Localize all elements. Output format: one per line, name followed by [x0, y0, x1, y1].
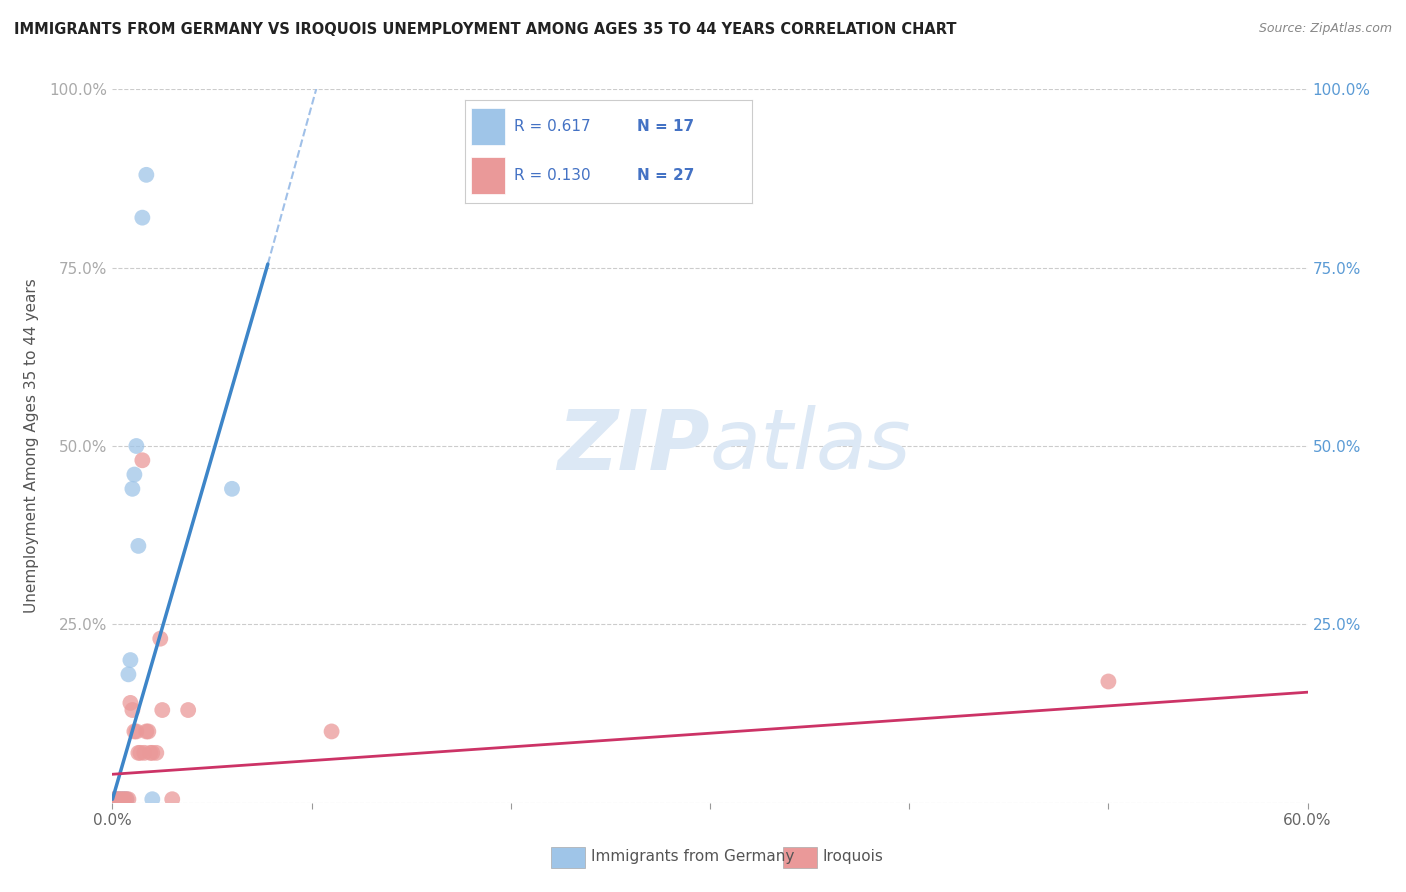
Point [124, 467, 146, 482]
Point [131, 453, 153, 467]
Point [138, 724, 160, 739]
Point [111, 792, 134, 806]
Point [127, 539, 149, 553]
Point [145, 746, 167, 760]
Point [115, 792, 138, 806]
Point [1097, 674, 1119, 689]
Text: ZIP: ZIP [557, 406, 710, 486]
Point [115, 792, 138, 806]
Point [150, 703, 173, 717]
Point [131, 211, 153, 225]
Point [114, 792, 135, 806]
Point [120, 696, 142, 710]
Point [135, 724, 157, 739]
Point [221, 482, 243, 496]
Point [129, 746, 152, 760]
Point [141, 746, 163, 760]
Text: IMMIGRANTS FROM GERMANY VS IROQUOIS UNEMPLOYMENT AMONG AGES 35 TO 44 YEARS CORRE: IMMIGRANTS FROM GERMANY VS IROQUOIS UNEM… [14, 22, 956, 37]
Point [111, 792, 134, 806]
Point [139, 746, 162, 760]
Point [127, 746, 149, 760]
Point [177, 703, 200, 717]
Point [105, 792, 128, 806]
Point [117, 667, 139, 681]
Text: Immigrants from Germany: Immigrants from Germany [591, 849, 794, 863]
Point [103, 792, 125, 806]
Y-axis label: Unemployment Among Ages 35 to 44 years: Unemployment Among Ages 35 to 44 years [24, 278, 38, 614]
Point [121, 703, 143, 717]
Point [135, 168, 157, 182]
Text: atlas: atlas [710, 406, 911, 486]
Point [107, 792, 129, 806]
Text: Source: ZipAtlas.com: Source: ZipAtlas.com [1258, 22, 1392, 36]
Point [125, 724, 148, 739]
Point [107, 792, 129, 806]
Point [103, 792, 125, 806]
Text: Iroquois: Iroquois [823, 849, 883, 863]
Point [125, 439, 148, 453]
Point [149, 632, 172, 646]
Point [121, 482, 143, 496]
Point [105, 792, 128, 806]
Point [110, 792, 132, 806]
Point [134, 746, 156, 760]
Point [141, 792, 163, 806]
Point [162, 792, 183, 806]
Point [110, 792, 132, 806]
Point [321, 724, 343, 739]
Point [124, 724, 146, 739]
Point [114, 792, 135, 806]
Point [120, 653, 142, 667]
Point [117, 792, 139, 806]
